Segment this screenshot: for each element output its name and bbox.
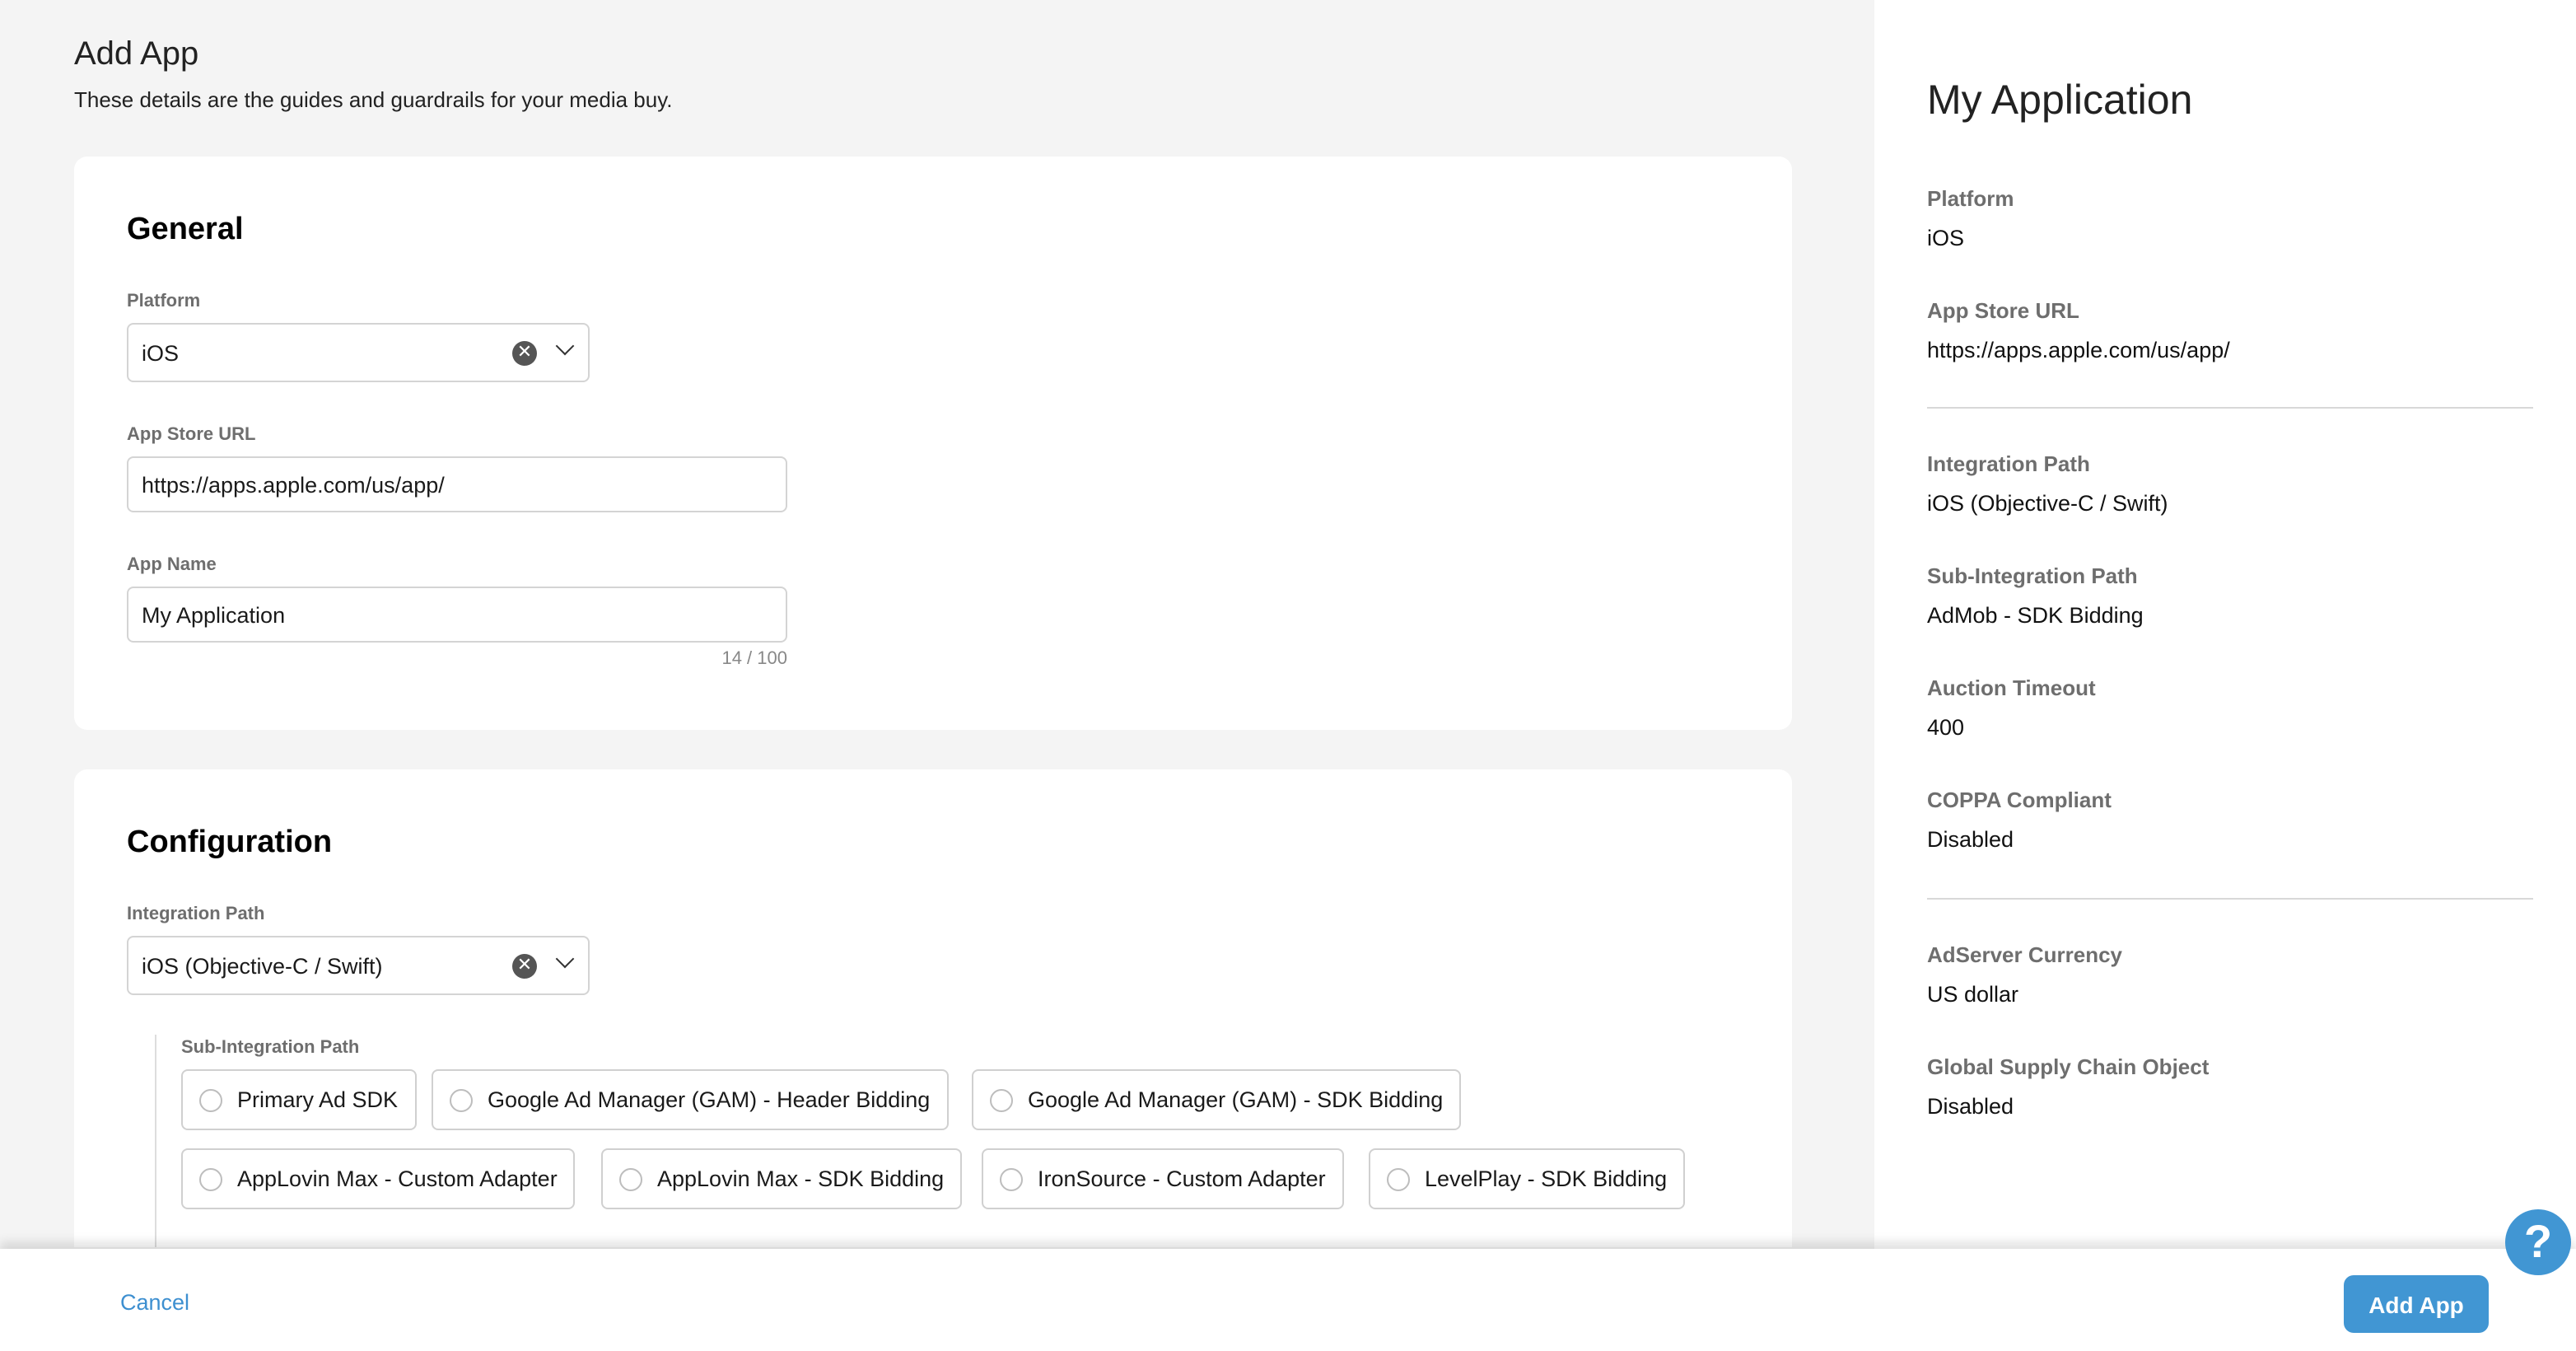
radio-label: LevelPlay - SDK Bidding bbox=[1425, 1166, 1668, 1191]
summary-label: Integration Path bbox=[1927, 451, 2090, 476]
summary-value: 400 bbox=[1927, 715, 1965, 740]
radio-label: Google Ad Manager (GAM) - Header Bidding bbox=[488, 1087, 931, 1112]
summary-value: US dollar bbox=[1927, 982, 2019, 1007]
app-store-url-input[interactable]: https://apps.apple.com/us/app/ bbox=[127, 456, 787, 512]
radio-label: Primary Ad SDK bbox=[237, 1087, 399, 1112]
chevron-down-icon[interactable] bbox=[555, 949, 575, 969]
radio-primary-ad-sdk[interactable]: Primary Ad SDK bbox=[181, 1069, 417, 1130]
summary-divider bbox=[1927, 898, 2533, 900]
radio-applovin-custom-adapter[interactable]: AppLovin Max - Custom Adapter bbox=[181, 1148, 576, 1209]
footer-bar bbox=[0, 1249, 2576, 1351]
radio-gam-sdk-bidding[interactable]: Google Ad Manager (GAM) - SDK Bidding bbox=[972, 1069, 1462, 1130]
help-icon[interactable]: ? bbox=[2505, 1209, 2571, 1275]
radio-applovin-sdk-bidding[interactable]: AppLovin Max - SDK Bidding bbox=[601, 1148, 963, 1209]
radio-label: IronSource - Custom Adapter bbox=[1038, 1166, 1326, 1191]
app-name-label: App Name bbox=[127, 555, 217, 575]
clear-icon[interactable]: ✕ bbox=[512, 954, 537, 979]
summary-label: Auction Timeout bbox=[1927, 676, 2096, 700]
sub-integration-divider bbox=[155, 1035, 156, 1247]
char-counter: 14 / 100 bbox=[721, 649, 787, 669]
radio-circle-icon bbox=[1387, 1167, 1410, 1190]
summary-value: https://apps.apple.com/us/app/ bbox=[1927, 338, 2230, 362]
radio-ironsource-custom-adapter[interactable]: IronSource - Custom Adapter bbox=[982, 1148, 1344, 1209]
summary-value: AdMob - SDK Bidding bbox=[1927, 603, 2144, 628]
add-app-button[interactable]: Add App bbox=[2344, 1275, 2489, 1333]
radio-label: AppLovin Max - Custom Adapter bbox=[237, 1166, 558, 1191]
page-subtitle: These details are the guides and guardra… bbox=[74, 87, 673, 112]
form-panel: Add App These details are the guides and… bbox=[0, 0, 1874, 1351]
radio-circle-icon bbox=[450, 1088, 473, 1111]
summary-label: Platform bbox=[1927, 186, 2014, 211]
summary-label: COPPA Compliant bbox=[1927, 788, 2112, 812]
summary-value: iOS (Objective-C / Swift) bbox=[1927, 491, 2168, 516]
summary-label: Global Supply Chain Object bbox=[1927, 1054, 2210, 1079]
platform-select[interactable]: iOS ✕ bbox=[127, 323, 590, 382]
page-title: Add App bbox=[74, 36, 199, 72]
summary-divider bbox=[1927, 407, 2533, 409]
summary-value: Disabled bbox=[1927, 827, 2014, 852]
radio-circle-icon bbox=[199, 1088, 222, 1111]
radio-gam-header-bidding[interactable]: Google Ad Manager (GAM) - Header Bidding bbox=[432, 1069, 949, 1130]
summary-panel bbox=[1874, 0, 2576, 1351]
app-store-url-value: https://apps.apple.com/us/app/ bbox=[142, 472, 445, 497]
platform-label: Platform bbox=[127, 292, 201, 311]
radio-label: AppLovin Max - SDK Bidding bbox=[657, 1166, 945, 1191]
app-name-value: My Application bbox=[142, 602, 286, 627]
integration-path-select[interactable]: iOS (Objective-C / Swift) ✕ bbox=[127, 936, 590, 995]
clear-icon[interactable]: ✕ bbox=[512, 341, 537, 366]
summary-label: Sub-Integration Path bbox=[1927, 563, 2138, 588]
integration-path-label: Integration Path bbox=[127, 905, 265, 924]
radio-circle-icon bbox=[199, 1167, 222, 1190]
general-heading: General bbox=[127, 213, 244, 247]
radio-circle-icon bbox=[619, 1167, 642, 1190]
general-card: General Platform iOS ✕ App Store URL htt… bbox=[74, 157, 1792, 730]
app-store-url-label: App Store URL bbox=[127, 425, 256, 445]
summary-value: iOS bbox=[1927, 226, 1965, 250]
radio-circle-icon bbox=[1000, 1167, 1023, 1190]
cancel-button[interactable]: Cancel bbox=[120, 1290, 190, 1315]
configuration-card: Configuration Integration Path iOS (Obje… bbox=[74, 769, 1792, 1247]
radio-levelplay-sdk-bidding[interactable]: LevelPlay - SDK Bidding bbox=[1369, 1148, 1686, 1209]
sub-integration-label: Sub-Integration Path bbox=[181, 1038, 360, 1058]
summary-label: App Store URL bbox=[1927, 298, 2079, 323]
platform-value: iOS bbox=[142, 340, 180, 365]
chevron-down-icon[interactable] bbox=[555, 336, 575, 356]
summary-title: My Application bbox=[1927, 77, 2193, 124]
radio-circle-icon bbox=[990, 1088, 1013, 1111]
configuration-heading: Configuration bbox=[127, 825, 333, 860]
summary-value: Disabled bbox=[1927, 1094, 2014, 1119]
integration-path-value: iOS (Objective-C / Swift) bbox=[142, 953, 383, 978]
summary-label: AdServer Currency bbox=[1927, 942, 2122, 967]
app-name-input[interactable]: My Application bbox=[127, 587, 787, 643]
radio-label: Google Ad Manager (GAM) - SDK Bidding bbox=[1028, 1087, 1444, 1112]
